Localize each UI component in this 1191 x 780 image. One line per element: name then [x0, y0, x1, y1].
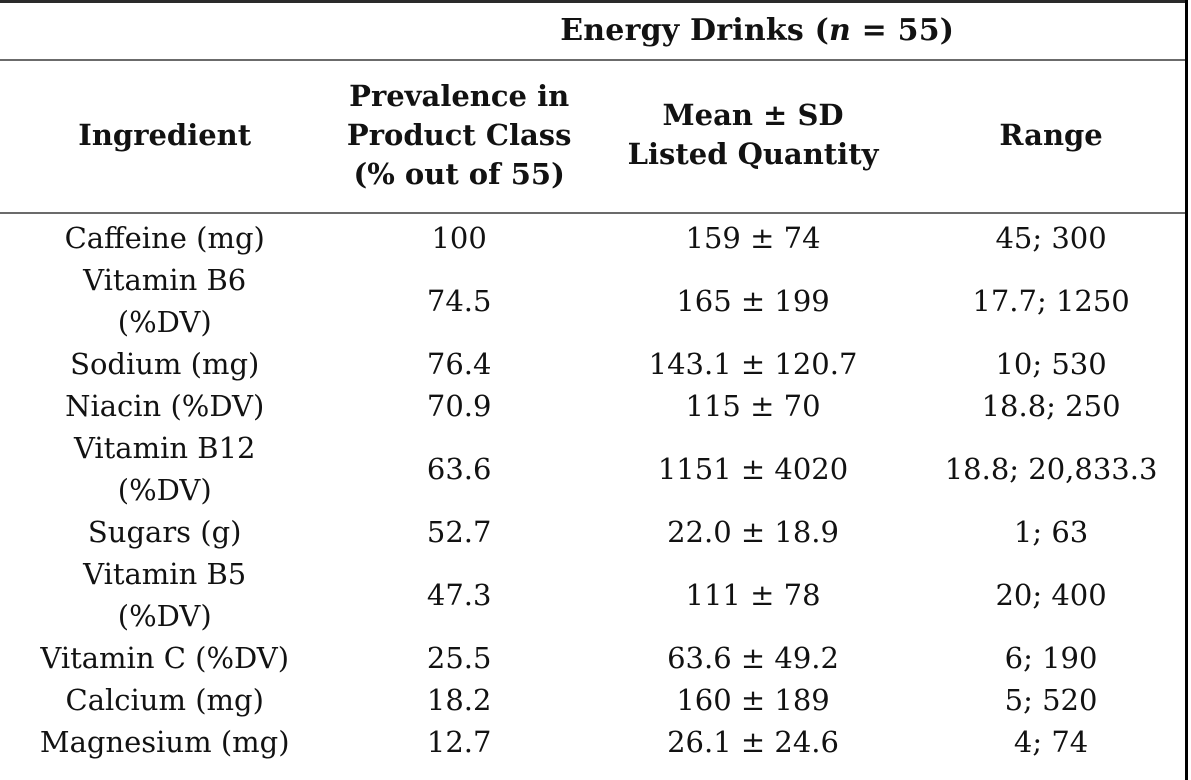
group-header-empty-cell [0, 1, 330, 61]
group-title-n-italic: n [829, 13, 852, 49]
cell-range: 17.7; 1250 [972, 283, 1130, 318]
cell-range: 10; 530 [995, 346, 1107, 381]
cell-prevalence: 74.5 [426, 283, 492, 318]
cell-ingredient: Magnesium (mg) [39, 724, 290, 759]
cell-ingredient: Sodium (mg) [70, 346, 260, 381]
cell-mean-sd: 63.6 ± 49.2 [667, 640, 839, 675]
cell-mean-sd: 160 ± 189 [676, 682, 830, 717]
cell-prevalence: 70.9 [426, 388, 492, 423]
table-row-sodium: Sodium (mg) 76.4 143.1 ± 120.7 10; 530 [0, 343, 1185, 385]
cell-range: 18.8; 250 [981, 388, 1121, 423]
cell-ingredient: Caffeine (mg) [64, 220, 265, 255]
cell-mean-sd: 165 ± 199 [676, 283, 830, 318]
table-row-vitamin-b6: Vitamin B6 (%DV) 74.5 165 ± 199 17.7; 12… [0, 259, 1185, 343]
cell-ingredient: Vitamin B5 (%DV) [83, 556, 247, 633]
cell-prevalence: 25.5 [426, 640, 492, 675]
cell-ingredient: Vitamin B12 (%DV) [73, 430, 256, 507]
cell-prevalence: 63.6 [426, 451, 492, 486]
cell-range: 1; 63 [1013, 514, 1089, 549]
column-header-row: Ingredient Prevalence in Product Class (… [0, 59, 1185, 214]
table-row-calcium: Calcium (mg) 18.2 160 ± 189 5; 520 [0, 679, 1185, 721]
cell-ingredient: Sugars (g) [87, 514, 242, 549]
cell-ingredient: Niacin (%DV) [65, 388, 265, 423]
column-header-range: Range [917, 59, 1185, 214]
cell-prevalence: 12.7 [426, 724, 492, 759]
table-row-vitamin-b5: Vitamin B5 (%DV) 47.3 111 ± 78 20; 400 [0, 553, 1185, 637]
cell-prevalence: 100 [431, 220, 487, 255]
cell-prevalence: 18.2 [426, 682, 492, 717]
cell-mean-sd: 26.1 ± 24.6 [667, 724, 839, 759]
group-header-title: Energy Drinks (n = 55) [329, 1, 1185, 61]
cell-range: 20; 400 [995, 577, 1107, 612]
cell-prevalence: 47.3 [426, 577, 492, 612]
table-row-magnesium: Magnesium (mg) 12.7 26.1 ± 24.6 4; 74 [0, 721, 1185, 763]
column-header-prevalence: Prevalence in Product Class (% out of 55… [329, 59, 589, 214]
table-row-vitamin-b12: Vitamin B12 (%DV) 63.6 1151 ± 4020 18.8;… [0, 427, 1185, 511]
group-title-suffix: = 55) [851, 13, 955, 49]
energy-drinks-ingredient-table: Energy Drinks (n = 55) Ingredient Preval… [0, 0, 1185, 763]
table-row-niacin: Niacin (%DV) 70.9 115 ± 70 18.8; 250 [0, 385, 1185, 427]
cell-mean-sd: 143.1 ± 120.7 [648, 346, 858, 381]
cell-mean-sd: 22.0 ± 18.9 [667, 514, 839, 549]
cell-ingredient: Vitamin B6 (%DV) [83, 262, 247, 339]
cell-range: 4; 74 [1013, 724, 1089, 759]
table-row-caffeine: Caffeine (mg) 100 159 ± 74 45; 300 [0, 213, 1185, 259]
cell-mean-sd: 111 ± 78 [685, 577, 821, 612]
cell-ingredient: Calcium (mg) [65, 682, 264, 717]
cell-mean-sd: 1151 ± 4020 [657, 451, 849, 486]
group-header-row: Energy Drinks (n = 55) [0, 1, 1185, 61]
column-header-mean-sd: Mean ± SD Listed Quantity [588, 59, 918, 214]
column-header-ingredient: Ingredient [0, 59, 330, 214]
cell-prevalence: 76.4 [426, 346, 492, 381]
table-row-sugars: Sugars (g) 52.7 22.0 ± 18.9 1; 63 [0, 511, 1185, 553]
cell-mean-sd: 115 ± 70 [685, 388, 821, 423]
cell-range: 45; 300 [995, 220, 1107, 255]
cell-ingredient: Vitamin C (%DV) [40, 640, 290, 675]
cell-range: 18.8; 20,833.3 [944, 451, 1158, 486]
cell-prevalence: 52.7 [426, 514, 492, 549]
page-crop-edge-line [1185, 0, 1188, 780]
table-row-vitamin-c: Vitamin C (%DV) 25.5 63.6 ± 49.2 6; 190 [0, 637, 1185, 679]
cell-mean-sd: 159 ± 74 [685, 220, 821, 255]
cell-range: 6; 190 [1004, 640, 1098, 675]
group-title-prefix: Energy Drinks ( [560, 13, 829, 49]
cell-range: 5; 520 [1004, 682, 1098, 717]
